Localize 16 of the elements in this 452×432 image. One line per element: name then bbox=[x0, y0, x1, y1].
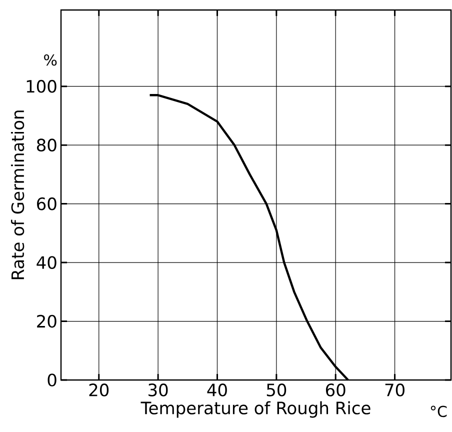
y-axis-title: Rate of Germination bbox=[10, 110, 24, 280]
x-tick-label: 60 bbox=[326, 384, 346, 396]
x-tick-label: 40 bbox=[207, 384, 227, 396]
x-tick-label: 70 bbox=[385, 384, 404, 396]
x-axis-title: Temperature of Rough Rice bbox=[140, 401, 370, 418]
y-tick-label: 100 bbox=[26, 80, 56, 93]
text: % bbox=[44, 54, 57, 66]
x-tick-label: 50 bbox=[266, 384, 286, 396]
y-tick-label: 40 bbox=[36, 256, 56, 269]
x-tick-label: 30 bbox=[148, 384, 168, 396]
text: °C bbox=[430, 406, 447, 418]
y-tick-label: 80 bbox=[37, 138, 56, 152]
x-tick-label: 20 bbox=[89, 384, 109, 396]
y-tick-label: 0 bbox=[48, 374, 56, 386]
y-tick-label: 60 bbox=[37, 197, 56, 210]
y-tick-label: 20 bbox=[37, 314, 56, 328]
